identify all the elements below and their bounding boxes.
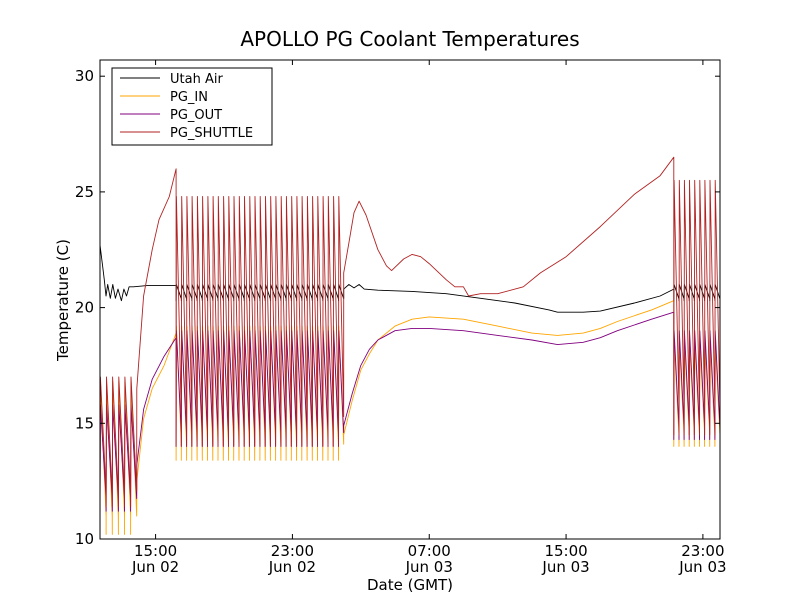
legend-label: PG_OUT	[170, 108, 222, 123]
x-tick-label-date: Jun 02	[268, 558, 316, 576]
series-line-pg-shuttle	[100, 156, 720, 508]
y-axis-label: Temperature (C)	[54, 239, 72, 362]
x-axis-label: Date (GMT)	[367, 576, 453, 594]
x-tick-label-time: 23:00	[681, 542, 724, 560]
legend-label: PG_IN	[170, 90, 208, 105]
legend-label: Utah Air	[170, 72, 223, 87]
y-tick-label: 30	[75, 67, 94, 85]
x-tick-label-date: Jun 03	[678, 558, 726, 576]
legend: Utah Air PG_IN PG_OUT PG_SHUTTLE	[111, 67, 273, 146]
x-tick-label-date: Jun 03	[541, 558, 589, 576]
x-tick-label-time: 15:00	[544, 542, 587, 560]
y-tick-label: 10	[75, 530, 94, 548]
plot-frame	[99, 59, 721, 540]
x-tick-label-date: Jun 03	[405, 558, 453, 576]
y-tick-label: 20	[75, 299, 94, 317]
chart-title: APOLLO PG Coolant Temperatures	[240, 27, 579, 51]
y-tick-label: 25	[75, 183, 94, 201]
x-tick-label-time: 23:00	[271, 542, 314, 560]
y-axis: 10 15 20 25 30	[75, 67, 720, 548]
x-tick-label-date: Jun 02	[131, 558, 179, 576]
legend-label: PG_SHUTTLE	[170, 126, 253, 141]
y-tick-label: 15	[75, 414, 94, 432]
x-tick-label-time: 15:00	[134, 542, 177, 560]
x-tick-label-time: 07:00	[408, 542, 451, 560]
